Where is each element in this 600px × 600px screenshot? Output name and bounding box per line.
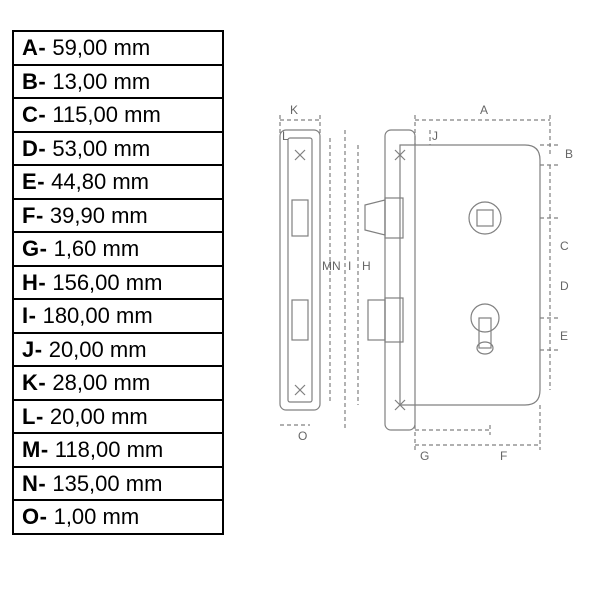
- spec-unit: mm: [114, 35, 151, 60]
- spec-key: A: [22, 35, 38, 60]
- strike-bolt-hole: [292, 300, 308, 340]
- table-row: N- 135,00 mm: [13, 467, 223, 501]
- spec-value: 44,80: [51, 169, 106, 194]
- screw-icon: [295, 150, 305, 160]
- page: A- 59,00 mm B- 13,00 mm C- 115,00 mm D- …: [0, 0, 600, 600]
- deadbolt: [368, 300, 385, 340]
- lock-diagram: A B C D E F G H I J K L MN O: [250, 90, 590, 510]
- dim-label-C: C: [560, 239, 569, 253]
- table-row: L- 20,00 mm: [13, 400, 223, 434]
- dim-label-MN: MN: [322, 259, 341, 273]
- spec-value: 59,00: [52, 35, 107, 60]
- spec-key: G: [22, 236, 40, 261]
- dim-label-K: K: [290, 103, 298, 117]
- spindle-square: [477, 210, 493, 226]
- dim-label-F: F: [500, 449, 507, 463]
- spec-key: C: [22, 102, 38, 127]
- dim-label-E: E: [560, 329, 568, 343]
- spec-value: 13,00: [52, 69, 107, 94]
- dim-label-L: L: [282, 129, 289, 143]
- screw-icon: [295, 385, 305, 395]
- dim-label-G: G: [420, 449, 429, 463]
- dim-label-H: H: [362, 259, 371, 273]
- spec-key: J: [22, 337, 35, 362]
- spec-key: O: [22, 504, 40, 529]
- spec-unit: mm: [114, 136, 151, 161]
- table-row: H- 156,00 mm: [13, 266, 223, 300]
- spec-key: M: [22, 437, 41, 462]
- spec-key: E: [22, 169, 37, 194]
- spec-unit: mm: [126, 471, 163, 496]
- table-row: J- 20,00 mm: [13, 333, 223, 367]
- dimension-labels: A B C D E F G H I J K L MN O: [282, 103, 573, 463]
- dimensions-table: A- 59,00 mm B- 13,00 mm C- 115,00 mm D- …: [12, 30, 224, 535]
- spec-value: 156,00: [52, 270, 119, 295]
- spec-unit: mm: [111, 404, 148, 429]
- spec-value: 180,00: [43, 303, 110, 328]
- spec-key: D: [22, 136, 38, 161]
- table-row: C- 115,00 mm: [13, 98, 223, 132]
- lock-diagram-svg: A B C D E F G H I J K L MN O: [250, 90, 590, 510]
- spec-key: L: [22, 404, 36, 429]
- latch-bolt: [365, 200, 385, 235]
- spec-key: H: [22, 270, 38, 295]
- table-row: B- 13,00 mm: [13, 65, 223, 99]
- spec-value: 39,90: [50, 203, 105, 228]
- table-row: E- 44,80 mm: [13, 165, 223, 199]
- spec-value: 20,00: [50, 404, 105, 429]
- spec-unit: mm: [103, 236, 140, 261]
- table-row: I- 180,00 mm: [13, 299, 223, 333]
- dim-label-D: D: [560, 279, 569, 293]
- spec-unit: mm: [112, 169, 149, 194]
- spec-value: 53,00: [52, 136, 107, 161]
- spec-value: 115,00: [52, 102, 118, 127]
- table-row: O- 1,00 mm: [13, 500, 223, 534]
- table-row: F- 39,90 mm: [13, 199, 223, 233]
- cylinder-hole: [471, 304, 499, 354]
- spec-unit: mm: [114, 370, 151, 395]
- strike-plate-inner: [288, 138, 312, 402]
- spec-unit: mm: [103, 504, 140, 529]
- table-row: D- 53,00 mm: [13, 132, 223, 166]
- spec-unit: mm: [111, 203, 148, 228]
- dim-label-J: J: [432, 129, 438, 143]
- table-row: G- 1,60 mm: [13, 232, 223, 266]
- table-row: K- 28,00 mm: [13, 366, 223, 400]
- spec-value: 1,60: [54, 236, 97, 261]
- table-row: A- 59,00 mm: [13, 31, 223, 65]
- table-row: M- 118,00 mm: [13, 433, 223, 467]
- spec-unit: mm: [114, 69, 151, 94]
- spec-unit: mm: [116, 303, 153, 328]
- dim-label-I: I: [348, 259, 351, 273]
- spec-value: 118,00: [55, 437, 121, 462]
- spec-key: F: [22, 203, 36, 228]
- dim-label-A: A: [480, 103, 488, 117]
- dim-label-O: O: [298, 429, 307, 443]
- spec-unit: mm: [124, 102, 161, 127]
- spec-key: B: [22, 69, 38, 94]
- spec-key: I: [22, 303, 29, 328]
- spec-unit: mm: [110, 337, 147, 362]
- spec-value: 1,00: [54, 504, 97, 529]
- spec-key: N: [22, 471, 38, 496]
- spec-unit: mm: [126, 270, 163, 295]
- spec-value: 28,00: [52, 370, 107, 395]
- dim-label-B: B: [565, 147, 573, 161]
- strike-latch-hole: [292, 200, 308, 236]
- spec-unit: mm: [127, 437, 164, 462]
- spec-value: 135,00: [52, 471, 119, 496]
- lock-body: [400, 145, 540, 405]
- strike-plate: [280, 130, 320, 410]
- spec-key: K: [22, 370, 38, 395]
- spindle-hole: [469, 202, 501, 234]
- spec-value: 20,00: [49, 337, 104, 362]
- dimensions-table-body: A- 59,00 mm B- 13,00 mm C- 115,00 mm D- …: [13, 31, 223, 534]
